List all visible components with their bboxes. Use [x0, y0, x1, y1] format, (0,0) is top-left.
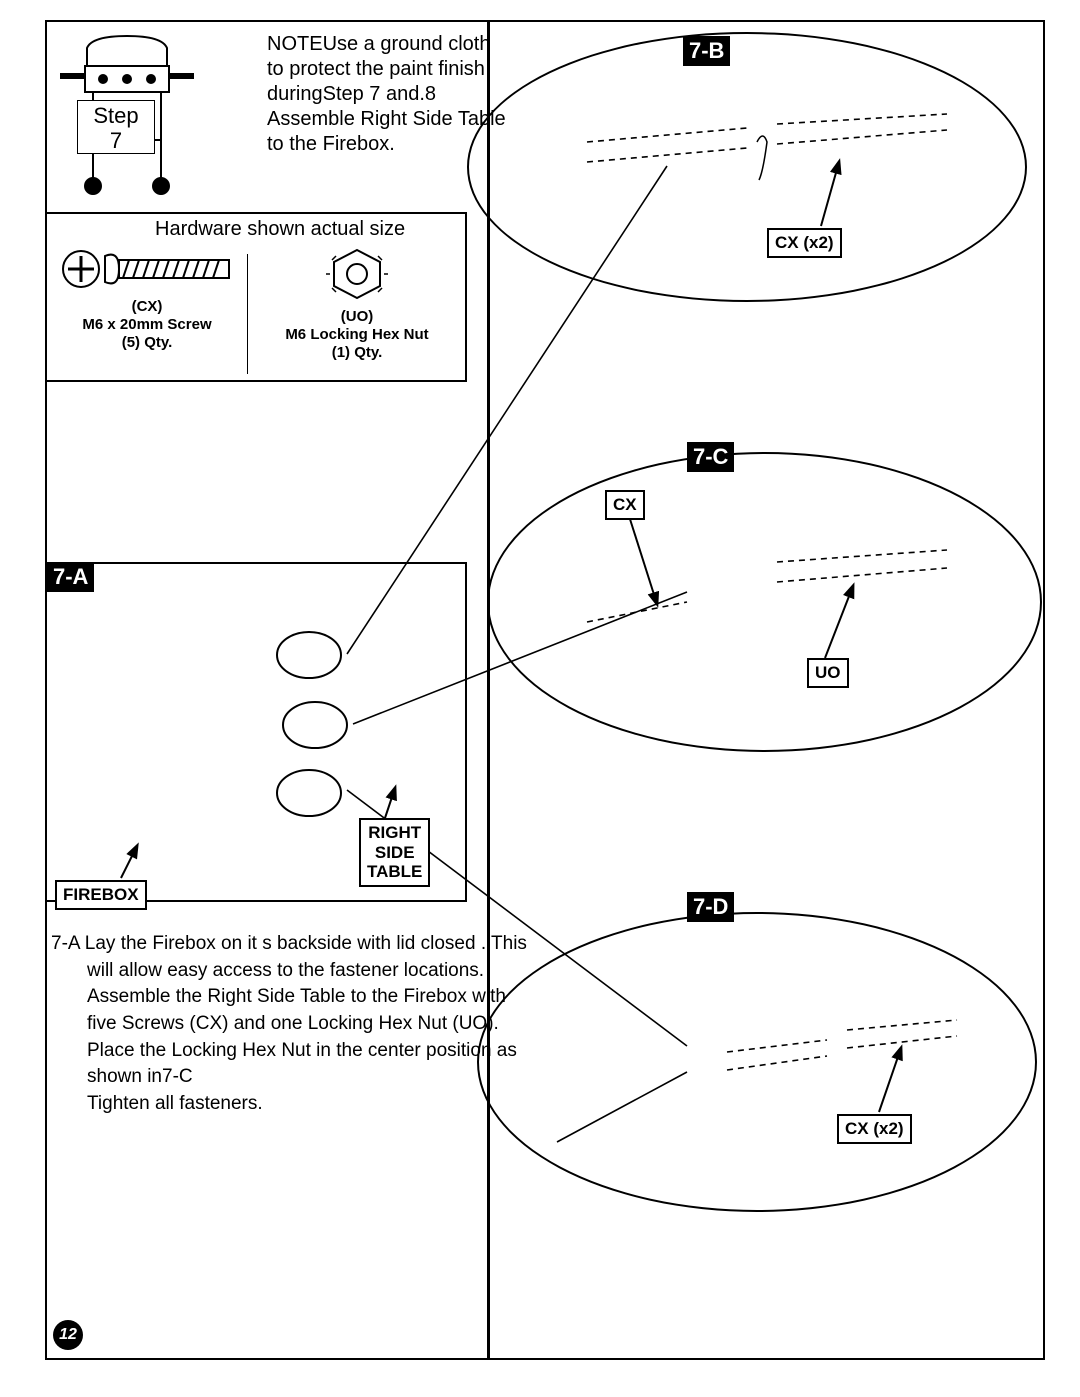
label-cx2-d: CX (x2) [837, 1114, 912, 1144]
instr-p2: Assemble the Right Side Table to the Fir… [87, 986, 506, 1007]
detail-ellipse-7d [477, 912, 1037, 1212]
screw-icon [57, 246, 237, 292]
instr-p3: five Screws (CX) and one Locking Hex Nut… [87, 1013, 499, 1034]
detail-ellipse-7c [487, 452, 1042, 752]
uo-name: M6 Locking Hex Nut [247, 326, 467, 344]
hardware-cx: (CX) M6 x 20mm Screw (5) Qty. [47, 246, 247, 352]
instr-p5a: shown in [87, 1066, 162, 1087]
cx-qty: (5) Qty. [47, 334, 247, 352]
hardware-title: Hardware shown actual size [155, 218, 405, 241]
label-uo-c: UO [807, 658, 849, 688]
note-l2: to protect the paint finish [267, 58, 485, 80]
badge-7c: 7-C [687, 442, 734, 472]
rst-l3: TABLE [367, 862, 422, 881]
detail-ellipse-7b [467, 32, 1027, 302]
page-frame: Step 7 NOTEUse a ground cloth to protect… [45, 20, 1045, 1360]
note-l1: Use a ground cloth [323, 33, 491, 55]
instr-p1b: will allow easy access to the fastener l… [87, 960, 484, 981]
label-cx-c: CX [605, 490, 645, 520]
step-number: 7 [110, 128, 122, 153]
note-l3c: .8 [419, 83, 436, 105]
hexnut-icon [322, 246, 392, 302]
page-number: 12 [53, 1320, 83, 1350]
instr-p6: Tighten all fasteners. [87, 1093, 263, 1114]
cx-name: M6 x 20mm Screw [47, 316, 247, 334]
note-l3b: Step 7 and [323, 83, 420, 105]
badge-7b: 7-B [683, 36, 730, 66]
rst-l1: RIGHT [368, 823, 421, 842]
uo-qty: (1) Qty. [247, 344, 467, 362]
right-side-table-label: RIGHT SIDE TABLE [359, 818, 430, 887]
center-divider [487, 22, 490, 1358]
badge-7d: 7-D [687, 892, 734, 922]
hardware-uo: (UO) M6 Locking Hex Nut (1) Qty. [247, 246, 467, 362]
instr-p4: Place the Locking Hex Nut in the center … [87, 1040, 517, 1061]
step-number-box: Step 7 [77, 100, 155, 154]
note-l3a: during [267, 83, 323, 105]
instr-p5b: 7-C [162, 1066, 193, 1087]
firebox-label: FIREBOX [55, 880, 147, 910]
badge-7a: 7-A [47, 562, 94, 592]
rst-l2: SIDE [375, 843, 415, 862]
note-l4: Assemble Right Side Table [267, 108, 506, 130]
hardware-box: Hardware shown actual size [47, 212, 467, 382]
step-label: Step [93, 103, 138, 128]
uo-code: (UO) [247, 308, 467, 326]
cx-code: (CX) [47, 298, 247, 316]
note-l5: to the Firebox. [267, 133, 395, 155]
note-prefix: NOTE [267, 33, 323, 55]
label-cx2-b: CX (x2) [767, 228, 842, 258]
instructions: 7-A Lay the Firebox on it s backside wit… [51, 932, 531, 1119]
instr-p1: 7-A Lay the Firebox on it s backside wit… [51, 933, 527, 954]
